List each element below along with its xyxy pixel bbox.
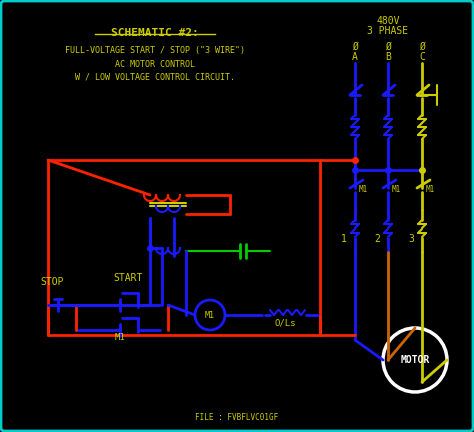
Text: M1: M1 (426, 185, 435, 194)
Text: M1: M1 (115, 333, 126, 342)
Text: Ø: Ø (419, 42, 425, 52)
Text: B: B (385, 52, 391, 62)
Text: 480V: 480V (376, 16, 400, 26)
Text: 1: 1 (341, 234, 347, 244)
Text: 3 PHASE: 3 PHASE (367, 26, 409, 36)
Text: START: START (113, 273, 143, 283)
Text: Ø: Ø (385, 42, 391, 52)
Text: M1: M1 (359, 185, 368, 194)
Text: Ø: Ø (352, 42, 358, 52)
Text: W / LOW VOLTAGE CONTROL CIRCUIT.: W / LOW VOLTAGE CONTROL CIRCUIT. (75, 72, 235, 81)
Text: SCHEMATIC #2:: SCHEMATIC #2: (111, 28, 199, 38)
Text: 2: 2 (374, 234, 380, 244)
Text: M1: M1 (392, 185, 401, 194)
Text: FULL-VOLTAGE START / STOP ("3 WIRE"): FULL-VOLTAGE START / STOP ("3 WIRE") (65, 46, 245, 55)
Text: C: C (419, 52, 425, 62)
Text: O/Ls: O/Ls (274, 319, 296, 328)
Text: AC MOTOR CONTROL: AC MOTOR CONTROL (115, 60, 195, 69)
Text: M1: M1 (205, 311, 215, 320)
Text: A: A (352, 52, 358, 62)
Text: 3: 3 (408, 234, 414, 244)
Text: MOTOR: MOTOR (401, 355, 430, 365)
Text: STOP: STOP (40, 277, 64, 287)
Text: FILE : FVBFLVC01GF: FILE : FVBFLVC01GF (195, 413, 279, 422)
